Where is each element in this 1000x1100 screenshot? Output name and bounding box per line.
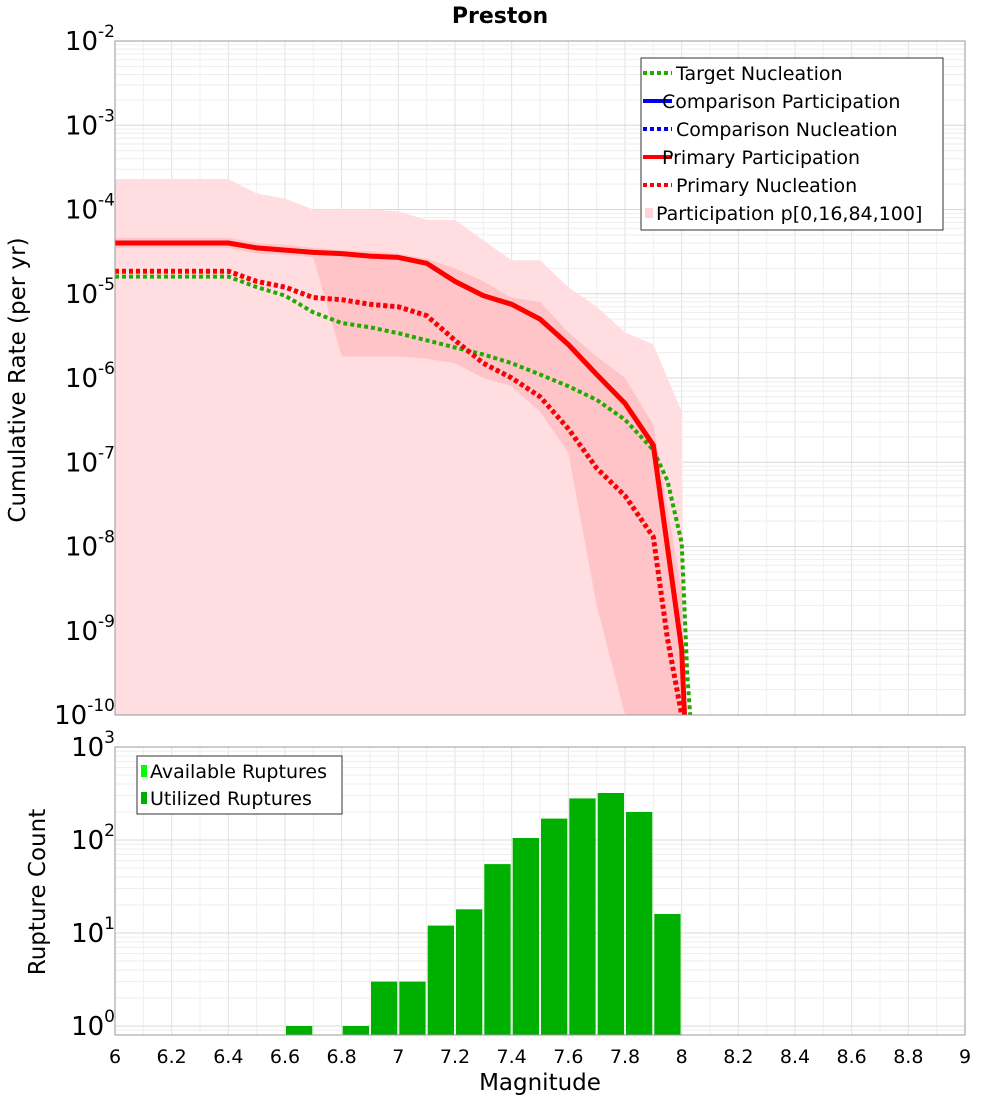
x-tick-label: 8 — [676, 1046, 688, 1068]
legend-label: Comparison Participation — [662, 91, 900, 113]
x-tick-label: 9 — [959, 1046, 971, 1068]
bottom-y-axis-label: Rupture Count — [25, 809, 51, 975]
y-tick-label: 10-5 — [65, 275, 115, 310]
top-legend: Target Nucleation Comparison Participatio… — [640, 57, 944, 231]
legend-box — [640, 57, 944, 231]
legend-swatch — [141, 792, 147, 804]
x-tick-label: 8.4 — [780, 1046, 810, 1068]
x-axis-label: Magnitude — [479, 1070, 601, 1096]
x-tick-label: 6.6 — [270, 1046, 300, 1068]
x-tick-label: 7.8 — [610, 1046, 640, 1068]
y-tick-label: 103 — [71, 728, 115, 763]
rupture-bar — [569, 798, 596, 1035]
legend-swatch — [141, 765, 147, 777]
rate-lines — [115, 240, 693, 716]
y-tick-label: 10-9 — [65, 612, 115, 647]
rupture-bar — [512, 838, 539, 1035]
rupture-bar — [399, 981, 426, 1035]
rupture-bar — [342, 1026, 369, 1035]
legend-label: Target Nucleation — [675, 63, 843, 85]
rupture-bar — [654, 914, 681, 1035]
legend-label: Participation p[0,16,84,100] — [656, 203, 922, 225]
legend-label: Available Ruptures — [150, 761, 327, 783]
y-tick-label: 10-8 — [65, 528, 115, 563]
y-tick-label: 10-10 — [54, 696, 115, 731]
top-y-axis-label: Cumulative Rate (per yr) — [5, 237, 31, 522]
legend-box — [136, 755, 343, 815]
rupture-bar — [456, 909, 483, 1035]
band-p16-p84 — [115, 237, 685, 715]
y-tick-label: 100 — [71, 1007, 115, 1042]
bottom-legend: Available Ruptures Utilized Ruptures — [136, 755, 343, 815]
x-tick-label: 6.8 — [327, 1046, 357, 1068]
legend-label: Comparison Nucleation — [676, 119, 898, 141]
x-tick-label: 6.2 — [157, 1046, 187, 1068]
chart-title: Preston — [452, 4, 548, 29]
top-y-tick-labels: 10-2 10-3 10-4 10-5 10-6 10-7 10-8 10-9 10-10 — [54, 22, 115, 731]
top-plot-frame — [114, 40, 966, 716]
y-tick-label: 10-4 — [65, 191, 115, 226]
rupture-bar — [541, 818, 568, 1035]
y-tick-label: 102 — [71, 821, 115, 856]
series-line-primary-nucleation — [115, 268, 685, 716]
x-tick-label: 7.2 — [440, 1046, 470, 1068]
bottom-y-tick-labels: 103 102 101 100 — [71, 728, 115, 1042]
x-tick-label: 8.8 — [893, 1046, 923, 1068]
rupture-bar — [371, 981, 398, 1035]
series-line-primary-participation — [115, 240, 687, 716]
x-tick-label: 7 — [392, 1046, 404, 1068]
y-tick-label: 10-2 — [65, 22, 115, 57]
x-tick-label: 6 — [109, 1046, 121, 1068]
rupture-bar — [286, 1026, 313, 1035]
bottom-plot-frame — [114, 746, 966, 1036]
legend-swatch — [645, 208, 653, 218]
legend-label: Utilized Ruptures — [150, 788, 312, 810]
legend-label: Primary Participation — [662, 147, 860, 169]
rupture-bar — [626, 812, 653, 1035]
y-tick-label: 101 — [71, 914, 115, 949]
legend-label: Primary Nucleation — [676, 175, 857, 197]
rupture-bar — [597, 793, 624, 1035]
y-tick-label: 10-3 — [65, 106, 115, 141]
rupture-bar — [484, 864, 511, 1035]
x-tick-label: 8.6 — [837, 1046, 867, 1068]
y-tick-label: 10-6 — [65, 359, 115, 394]
rupture-bar — [427, 925, 454, 1035]
x-tick-label: 7.6 — [553, 1046, 583, 1068]
series-line-target-nucleation — [115, 274, 693, 716]
x-tick-label: 8.2 — [723, 1046, 753, 1068]
y-tick-label: 10-7 — [65, 443, 115, 478]
x-tick-labels: 6 6.2 6.4 6.6 6.8 7 7.2 7.4 7.6 7.8 8 8.2 8.4 8.6 8.8 9 — [109, 1046, 971, 1068]
rupture-bars — [286, 793, 681, 1035]
x-tick-label: 6.4 — [213, 1046, 243, 1068]
percentile-bands — [115, 179, 685, 715]
x-tick-label: 7.4 — [497, 1046, 527, 1068]
